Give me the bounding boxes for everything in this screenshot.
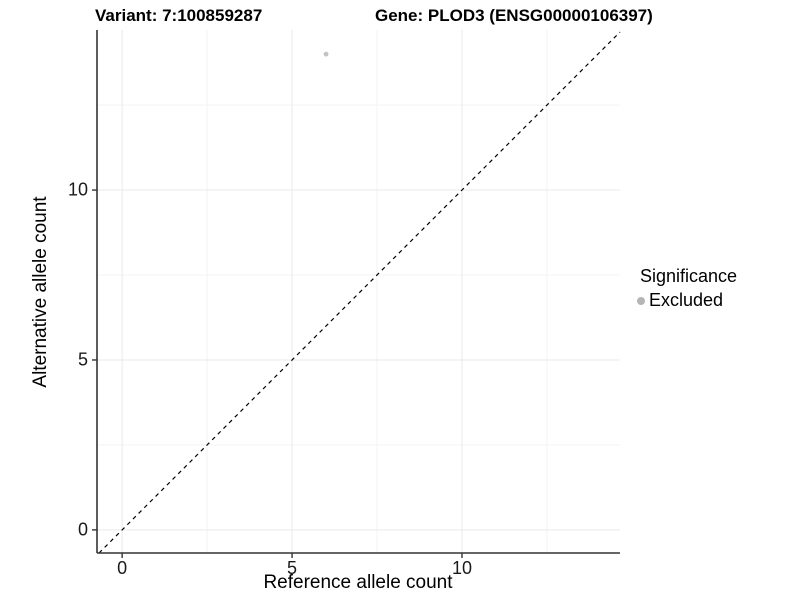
excluded-point-icon	[637, 296, 645, 305]
legend-title: Significance	[640, 266, 738, 286]
x-tick-label: 10	[451, 558, 472, 578]
gene-title: Gene: PLOD3 (ENSG00000106397)	[375, 6, 653, 25]
variant-title: Variant: 7:100859287	[95, 6, 263, 25]
x-tick-label: 5	[287, 558, 298, 578]
x-tick-label: 0	[117, 558, 128, 578]
legend-item-label: Excluded	[649, 290, 724, 310]
y-tick-label: 0	[77, 519, 88, 540]
identity-dashed-line	[98, 31, 621, 554]
legend-item-excluded: Excluded	[637, 290, 737, 311]
legend: Significance Excluded	[637, 266, 737, 311]
y-tick-label: 5	[77, 349, 88, 370]
y-tick-label: 10	[67, 179, 88, 200]
y-axis-label: Alternative allele count	[30, 196, 51, 388]
x-axis-label: Reference allele count	[263, 572, 453, 593]
data-point	[323, 51, 329, 57]
